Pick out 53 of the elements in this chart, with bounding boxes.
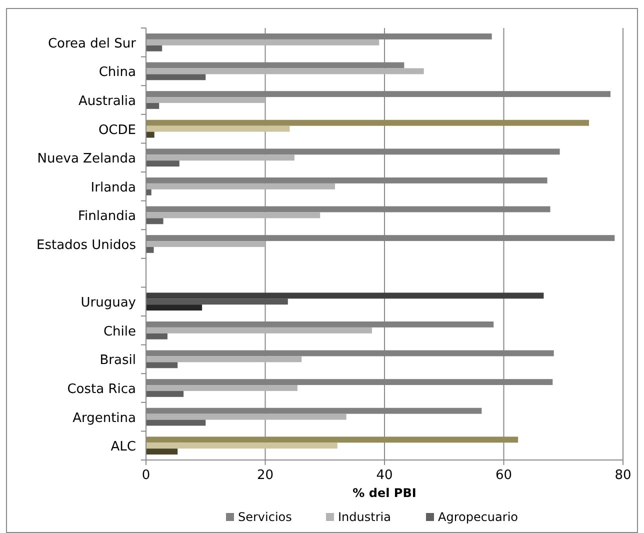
y-tick-label: Irlanda xyxy=(90,180,136,196)
x-tick-label: 20 xyxy=(256,468,274,483)
bar xyxy=(146,356,302,362)
x-axis-title: % del PBI xyxy=(352,486,416,500)
y-tick-label: Argentina xyxy=(72,410,136,426)
y-tick-label: Uruguay xyxy=(80,296,136,311)
y-tick-label: Corea del Sur xyxy=(48,36,137,52)
bar xyxy=(146,385,298,391)
bar xyxy=(146,448,178,455)
bar xyxy=(146,390,184,397)
bar xyxy=(146,304,202,311)
y-tick-label: Australia xyxy=(78,94,136,109)
bar xyxy=(146,246,154,253)
bar xyxy=(146,298,288,305)
bar xyxy=(146,160,180,167)
legend-label: Agropecuario xyxy=(438,510,518,524)
bar xyxy=(146,442,338,449)
y-tick-label: China xyxy=(98,65,136,80)
legend-label: Servicios xyxy=(238,510,292,524)
x-tick-label: 0 xyxy=(142,468,150,483)
bar xyxy=(146,436,518,443)
y-tick-label: Chile xyxy=(103,324,136,340)
bar xyxy=(146,292,544,299)
x-tick-label: 40 xyxy=(376,468,393,483)
bar xyxy=(146,120,590,126)
y-tick-label: Estados Unidos xyxy=(36,238,136,253)
y-tick-label: ALC xyxy=(110,440,136,455)
bar xyxy=(146,362,178,368)
bar xyxy=(146,212,320,218)
x-tick-label: 60 xyxy=(495,468,512,483)
y-tick-label: Finlandia xyxy=(78,209,136,224)
bar xyxy=(146,183,336,190)
bar xyxy=(146,333,168,340)
bar xyxy=(146,241,265,247)
bar xyxy=(146,45,162,52)
y-tick-label: Nueva Zelanda xyxy=(37,152,136,167)
bar xyxy=(146,218,164,224)
bar xyxy=(146,102,160,109)
y-tick-label: Brasil xyxy=(100,353,136,368)
bar xyxy=(146,74,206,80)
y-tick-label: Costa Rica xyxy=(67,382,136,397)
bar xyxy=(146,39,380,46)
bar xyxy=(146,97,265,103)
bar xyxy=(146,327,372,334)
bar xyxy=(146,68,424,74)
bar xyxy=(146,414,346,420)
y-tick-label: OCDE xyxy=(98,122,136,138)
x-tick-label: 80 xyxy=(614,468,632,483)
bar xyxy=(146,189,152,196)
legend-label: Industria xyxy=(338,510,391,524)
bar xyxy=(146,154,294,161)
bar xyxy=(146,420,206,426)
bar xyxy=(146,126,290,132)
